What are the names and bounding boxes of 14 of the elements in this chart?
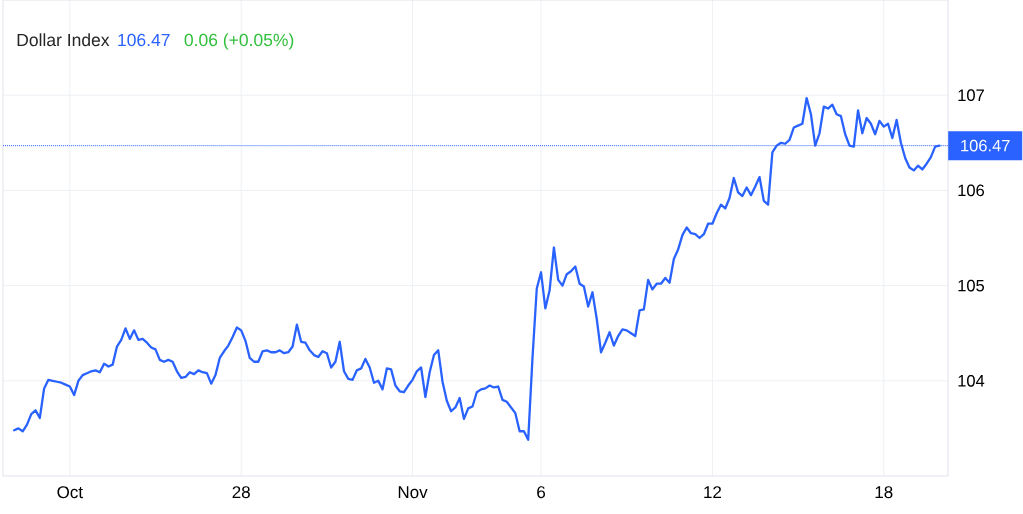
y-tick-label: 106 [958, 184, 985, 197]
y-tick-label: 104 [958, 374, 985, 387]
x-tick-label: Nov [398, 486, 428, 499]
text: Dollar Index [17, 33, 110, 47]
x-tick-label: 6 [537, 486, 546, 499]
ref-line-label: 106.47 [961, 139, 1010, 152]
y-tick-label: 107 [958, 89, 984, 102]
y-tick-label: 105 [958, 279, 985, 292]
x-tick-label: 18 [875, 486, 893, 499]
x-tick-label: 12 [704, 486, 721, 498]
x-tick-label: 28 [232, 486, 250, 499]
x-tick-label: Oct [57, 486, 83, 499]
annotation: 0.06 (+0.05%) [184, 33, 294, 50]
annotation: 106.47 [118, 33, 170, 47]
